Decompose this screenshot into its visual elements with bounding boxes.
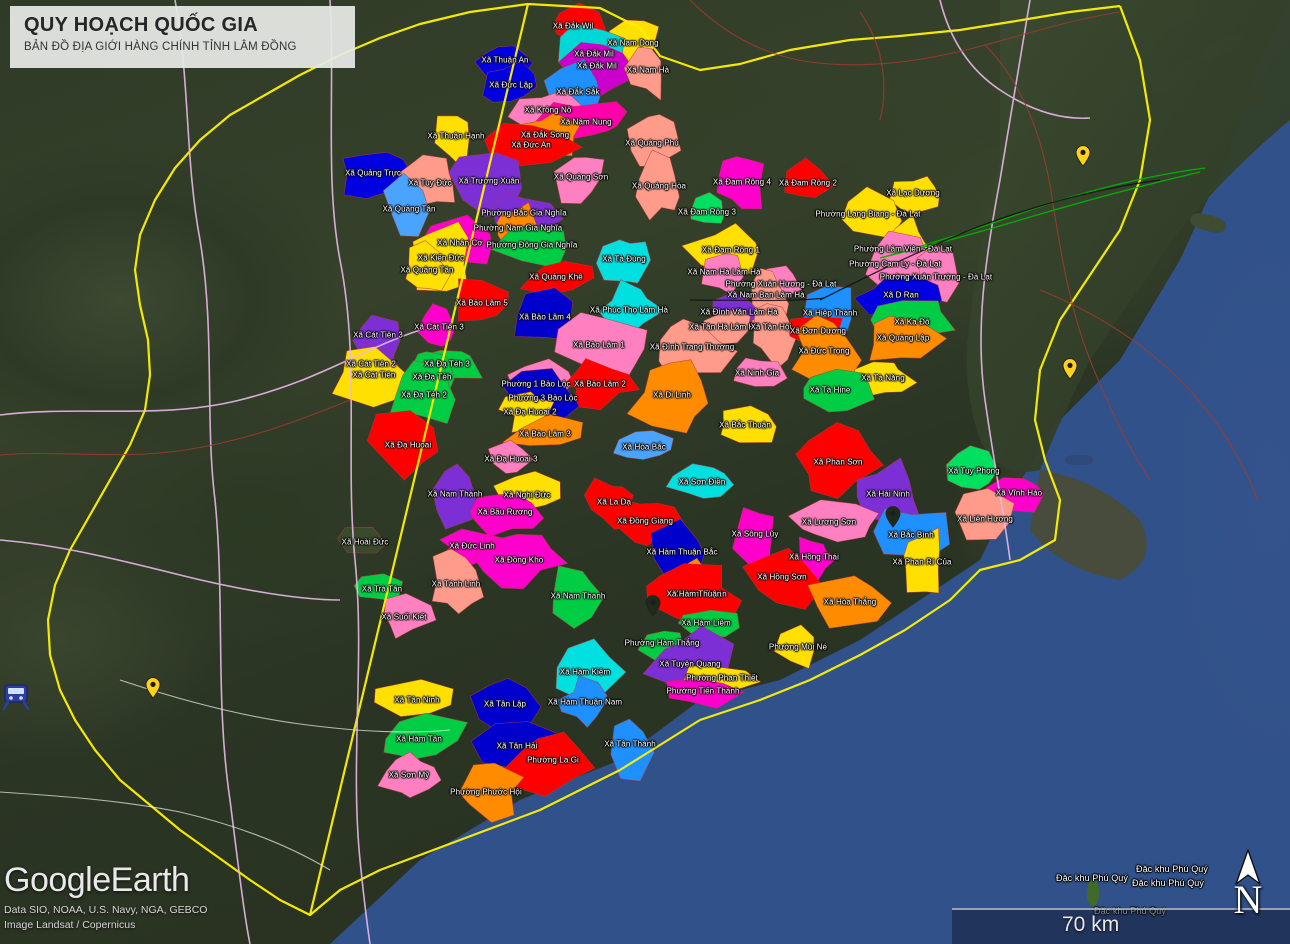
compass-rose[interactable]: N — [1222, 848, 1274, 926]
title-banner: QUY HOẠCH QUỐC GIA BẢN ĐỒ ĐỊA GIỚI HÀNG … — [10, 6, 355, 68]
map-pin-icon[interactable] — [145, 677, 161, 699]
island-shape — [1087, 880, 1099, 906]
train-station-icon[interactable] — [1, 683, 31, 711]
island-shape — [1065, 455, 1093, 465]
page-subtitle: BẢN ĐỒ ĐỊA GIỚI HÀNG CHÍNH TỈNH LÂM ĐỒNG — [24, 41, 297, 53]
map-pin-icon[interactable] — [645, 595, 661, 617]
google-wordmark: Google — [4, 861, 111, 899]
scale-bar-line — [952, 908, 1290, 910]
page-title: QUY HOẠCH QUỐC GIA — [24, 14, 258, 36]
map-pin-icon[interactable] — [1075, 145, 1091, 167]
map-pin-icon[interactable] — [1062, 358, 1078, 380]
north-arrow-icon — [1235, 849, 1261, 885]
scale-bar-label: 70 km — [1062, 913, 1120, 936]
google-earth-logo: GoogleEarth — [4, 861, 190, 900]
attribution-text: Data SIO, NOAA, U.S. Navy, NGA, GEBCO Im… — [4, 903, 207, 933]
attribution-line-1: Data SIO, NOAA, U.S. Navy, NGA, GEBCO — [4, 904, 208, 916]
scale-bar — [952, 908, 1290, 944]
earth-wordmark: Earth — [110, 861, 190, 899]
map-pin-icon[interactable] — [885, 506, 901, 528]
attribution-line-2: Image Landsat / Copernicus — [4, 919, 136, 931]
compass-north-label: N — [1233, 877, 1263, 922]
